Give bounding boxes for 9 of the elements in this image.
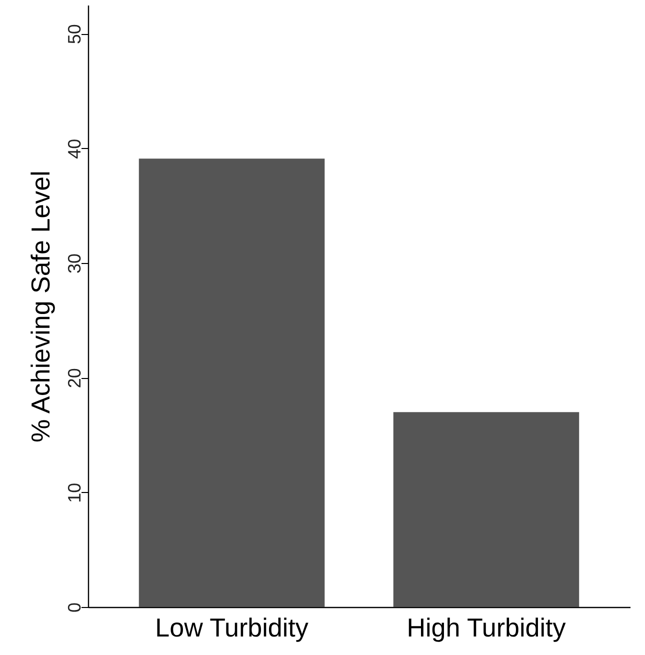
x-tick-label: High Turbidity [406, 612, 566, 642]
x-tick-label: Low Turbidity [155, 612, 308, 642]
y-axis-title: % Achieving Safe Level [26, 170, 56, 442]
y-tick-label: 20 [64, 368, 84, 388]
y-tick-label: 50 [64, 24, 84, 44]
y-tick-label: 10 [64, 482, 84, 503]
y-tick-label: 40 [64, 138, 84, 159]
y-tick-label: 30 [64, 253, 84, 274]
y-tick-label: 0 [64, 602, 84, 613]
